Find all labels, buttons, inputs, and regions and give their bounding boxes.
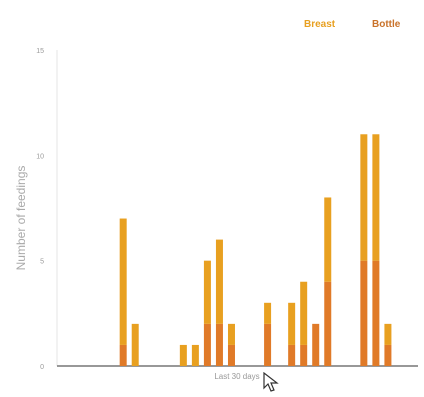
y-tick-label: 0 — [40, 364, 44, 371]
y-tick-label: 10 — [36, 153, 44, 160]
bar-breast — [372, 134, 380, 261]
bar-breast — [179, 344, 187, 366]
bars-layer — [119, 134, 392, 366]
bar-bottle — [384, 344, 392, 366]
bar-bottle — [372, 260, 380, 366]
bar-bottle — [119, 344, 127, 366]
bar-breast — [227, 323, 235, 345]
bar-breast — [131, 323, 139, 366]
bar-breast — [300, 281, 308, 345]
bar-bottle — [203, 323, 211, 366]
bar-breast — [324, 197, 332, 282]
legend-breast: Breast — [304, 19, 336, 30]
grid-layer — [56, 50, 418, 367]
bar-breast — [264, 302, 272, 324]
bar-breast — [384, 323, 392, 345]
bar-bottle — [215, 323, 223, 366]
bar-bottle — [288, 344, 296, 366]
y-tick-label: 15 — [36, 48, 44, 55]
bar-breast — [203, 260, 211, 324]
legend-layer: Breast Bottle — [304, 19, 401, 30]
bar-bottle — [300, 344, 308, 366]
bar-breast — [119, 218, 127, 345]
bar-bottle — [264, 323, 272, 366]
bar-bottle — [312, 323, 320, 366]
bar-bottle — [324, 281, 332, 366]
bar-breast — [360, 134, 368, 261]
bar-bottle — [360, 260, 368, 366]
bar-bottle — [227, 344, 235, 366]
legend-bottle: Bottle — [372, 19, 401, 30]
bar-breast — [191, 344, 199, 366]
y-axis-label: Number of feedings — [14, 166, 28, 271]
bar-breast — [215, 239, 223, 324]
y-tick-label: 5 — [40, 259, 44, 266]
axis-layer: 0 5 10 15 Number of feedings Last 30 days — [14, 48, 260, 381]
bar-breast — [288, 302, 296, 345]
arrow-cursor-icon — [263, 372, 279, 392]
x-axis-label: Last 30 days — [214, 372, 259, 381]
